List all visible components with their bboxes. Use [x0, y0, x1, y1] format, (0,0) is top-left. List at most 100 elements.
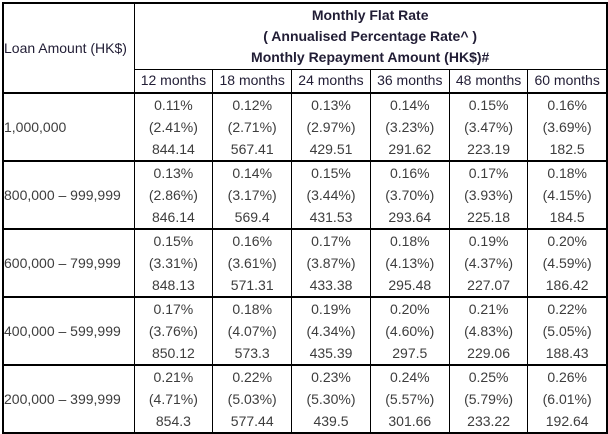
rate-cell: 0.18% (4.13%) 295.48 — [369, 228, 450, 298]
header-line-monthly-flat-rate: Monthly Flat Rate — [311, 6, 429, 23]
corner-header-loan-amount: Loan Amount (HK$) — [2, 2, 135, 94]
monthly-flat-rate: 0.13% — [311, 97, 351, 113]
tenor-columns-row: 12 months 18 months 24 months 36 months 48 m… — [3, 68, 608, 94]
annualised-percentage-rate: (3.23%) — [385, 119, 435, 135]
monthly-repayment-amount: 429.51 — [309, 141, 353, 157]
monthly-repayment-amount: 850.12 — [151, 345, 195, 361]
monthly-repayment-amount: 186.42 — [545, 277, 589, 293]
monthly-repayment-amount: 571.31 — [230, 277, 274, 293]
monthly-flat-rate: 0.20% — [389, 301, 430, 317]
annualised-percentage-rate: (6.01%) — [542, 391, 592, 407]
rate-cell: 0.13% (2.97%) 429.51 — [291, 92, 371, 162]
monthly-flat-rate: 0.17% — [468, 165, 509, 181]
monthly-flat-rate: 0.24% — [389, 369, 430, 385]
monthly-flat-rate: 0.19% — [468, 233, 509, 249]
rate-cell: 0.16% (3.61%) 571.31 — [212, 228, 293, 298]
table-row: 400,000 – 599,999 0.17% (3.76%) 850.12 0.18%… — [2, 296, 608, 366]
column-header-24-months: 24 months — [291, 68, 371, 94]
monthly-flat-rate: 0.15% — [153, 233, 194, 249]
annualised-percentage-rate: (3.87%) — [306, 255, 356, 271]
rate-cell: 0.13% (2.86%) 846.14 — [133, 160, 214, 230]
rate-cell: 0.15% (3.47%) 223.19 — [448, 92, 529, 162]
monthly-flat-rate: 0.14% — [232, 165, 273, 181]
monthly-repayment-amount: 293.64 — [388, 209, 432, 225]
rate-cell: 0.21% (4.71%) 854.3 — [133, 364, 214, 434]
annualised-percentage-rate: (3.70%) — [385, 187, 435, 203]
monthly-repayment-amount: 431.53 — [309, 209, 353, 225]
monthly-repayment-amount: 573.3 — [234, 345, 270, 361]
rate-cell: 0.23% (5.30%) 439.5 — [291, 364, 371, 434]
rate-cell: 0.22% (5.05%) 188.43 — [527, 296, 608, 366]
loan-amount-label: 600,000 – 799,999 — [2, 228, 135, 298]
rate-cell: 0.17% (3.76%) 850.12 — [133, 296, 214, 366]
monthly-flat-rate: 0.17% — [311, 233, 351, 249]
monthly-flat-rate: 0.13% — [153, 165, 194, 181]
monthly-repayment-amount: 848.13 — [151, 277, 195, 293]
monthly-flat-rate: 0.18% — [389, 233, 430, 249]
loan-amount-label: 400,000 – 599,999 — [2, 296, 135, 366]
column-header-18-months: 18 months — [212, 68, 293, 94]
monthly-repayment-amount: 192.64 — [545, 413, 589, 429]
annualised-percentage-rate: (5.03%) — [227, 391, 277, 407]
annualised-percentage-rate: (3.69%) — [542, 119, 592, 135]
annualised-percentage-rate: (3.44%) — [306, 187, 356, 203]
monthly-repayment-amount: 439.5 — [313, 413, 349, 429]
monthly-flat-rate: 0.15% — [311, 165, 351, 181]
monthly-flat-rate: 0.18% — [547, 165, 588, 181]
monthly-flat-rate: 0.21% — [468, 301, 509, 317]
rate-cell: 0.14% (3.23%) 291.62 — [369, 92, 450, 162]
annualised-percentage-rate: (3.76%) — [148, 323, 198, 339]
rate-cell: 0.25% (5.79%) 233.22 — [448, 364, 529, 434]
monthly-repayment-amount: 188.43 — [545, 345, 589, 361]
monthly-repayment-amount: 846.14 — [151, 209, 195, 225]
annualised-percentage-rate: (3.17%) — [227, 187, 277, 203]
annualised-percentage-rate: (5.79%) — [464, 391, 514, 407]
rate-cell: 0.18% (4.15%) 184.5 — [527, 160, 608, 230]
rate-cell: 0.20% (4.60%) 297.5 — [369, 296, 450, 366]
annualised-percentage-rate: (4.15%) — [542, 187, 592, 203]
monthly-flat-rate: 0.15% — [468, 97, 509, 113]
header-line-annualised-percentage-rate: ( Annualised Percentage Rate^ ) — [263, 27, 478, 44]
monthly-repayment-amount: 223.19 — [467, 141, 510, 157]
annualised-percentage-rate: (4.34%) — [306, 323, 356, 339]
rate-cell: 0.20% (4.59%) 186.42 — [527, 228, 608, 298]
annualised-percentage-rate: (5.05%) — [542, 323, 592, 339]
rate-cell: 0.11% (2.41%) 844.14 — [133, 92, 214, 162]
monthly-flat-rate: 0.26% — [547, 369, 588, 385]
monthly-flat-rate: 0.25% — [468, 369, 509, 385]
annualised-percentage-rate: (3.61%) — [227, 255, 277, 271]
column-header-60-months: 60 months — [527, 68, 608, 94]
annualised-percentage-rate: (4.71%) — [148, 391, 198, 407]
table-body: 1,000,000 0.11% (2.41%) 844.14 0.12% (2.71%) 5… — [2, 92, 608, 434]
annualised-percentage-rate: (3.31%) — [148, 255, 198, 271]
loan-amount-label: 800,000 – 999,999 — [2, 160, 135, 230]
annualised-percentage-rate: (3.93%) — [464, 187, 514, 203]
monthly-repayment-amount: 567.41 — [230, 141, 274, 157]
table-row: 1,000,000 0.11% (2.41%) 844.14 0.12% (2.71%) 5… — [2, 92, 608, 162]
column-header-36-months: 36 months — [369, 68, 450, 94]
monthly-repayment-amount: 569.4 — [234, 209, 270, 225]
monthly-repayment-amount: 435.39 — [309, 345, 353, 361]
monthly-repayment-amount: 229.06 — [467, 345, 510, 361]
monthly-repayment-amount: 182.5 — [549, 141, 585, 157]
annualised-percentage-rate: (4.37%) — [464, 255, 514, 271]
monthly-repayment-amount: 844.14 — [151, 141, 195, 157]
rate-cell: 0.14% (3.17%) 569.4 — [212, 160, 293, 230]
annualised-percentage-rate: (2.86%) — [148, 187, 198, 203]
rate-cell: 0.16% (3.70%) 293.64 — [369, 160, 450, 230]
monthly-flat-rate: 0.16% — [547, 97, 588, 113]
monthly-repayment-amount: 295.48 — [388, 277, 432, 293]
monthly-flat-rate: 0.22% — [232, 369, 273, 385]
rate-cell: 0.22% (5.03%) 577.44 — [212, 364, 293, 434]
monthly-flat-rate: 0.17% — [153, 301, 194, 317]
header-line-monthly-repayment-amount: Monthly Repayment Amount (HK$)# — [251, 48, 490, 65]
table-row: 200,000 – 399,999 0.21% (4.71%) 854.3 0.22% (… — [2, 364, 608, 434]
table-row: 800,000 – 999,999 0.13% (2.86%) 846.14 0.14%… — [2, 160, 608, 230]
annualised-percentage-rate: (4.13%) — [385, 255, 435, 271]
rate-cell: 0.24% (5.57%) 301.66 — [369, 364, 450, 434]
rate-cell: 0.15% (3.44%) 431.53 — [291, 160, 371, 230]
rate-cell: 0.15% (3.31%) 848.13 — [133, 228, 214, 298]
annualised-percentage-rate: (2.41%) — [148, 119, 198, 135]
monthly-flat-rate: 0.22% — [547, 301, 588, 317]
